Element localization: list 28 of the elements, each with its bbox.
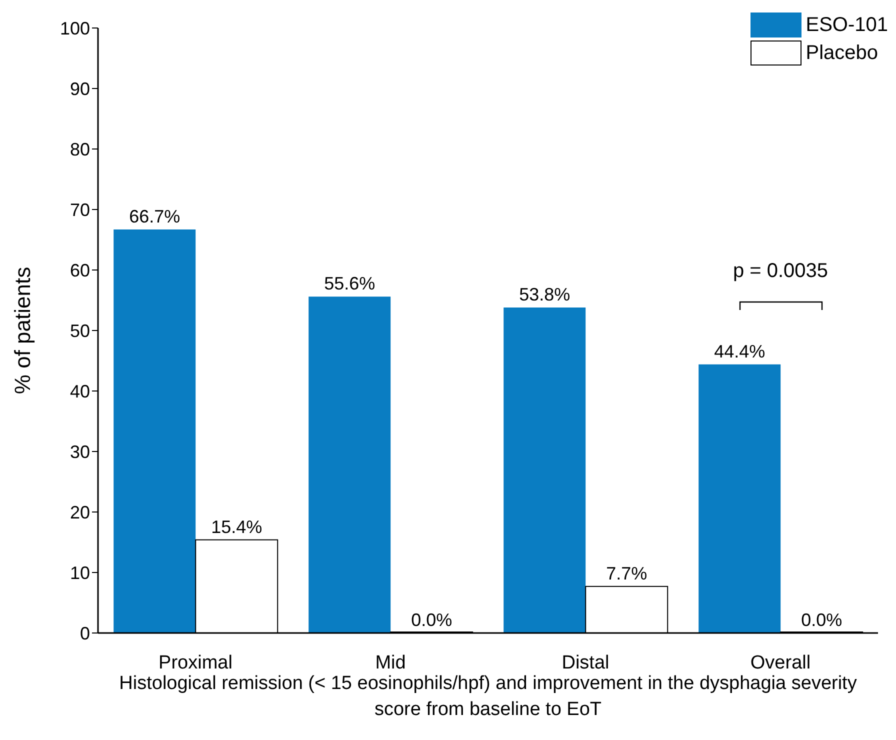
legend-label: Placebo — [806, 42, 878, 64]
x-tick-label: Distal — [562, 652, 610, 674]
y-tick-label: 30 — [70, 442, 90, 462]
x-tick-label: Mid — [375, 652, 406, 674]
data-label: 15.4% — [211, 516, 262, 537]
y-tick-label: 60 — [70, 260, 90, 280]
data-label: 0.0% — [801, 610, 842, 630]
legend-label: ESO-101 — [806, 14, 888, 36]
data-label: 0.0% — [411, 610, 452, 630]
data-label: 55.6% — [324, 274, 376, 294]
x-tick-label: Proximal — [158, 652, 232, 674]
data-label: 44.4% — [714, 341, 766, 362]
y-tick-label: 100 — [60, 18, 90, 38]
x-axis-title: Histological remission (< 15 eosinophils/hpf) and improvement in the dysphagia severity score from baseline to EoT — [118, 672, 858, 722]
data-label: 7.7% — [606, 563, 648, 584]
annotation: p = 0.0035 — [732, 260, 830, 284]
y-tick-label: 10 — [70, 562, 90, 583]
y-tick-label: 0 — [80, 623, 90, 644]
data-label: 53.8% — [519, 284, 570, 305]
y-tick-label: 70 — [70, 200, 90, 220]
x-tick-label: Overall — [750, 652, 811, 674]
y-tick-label: 40 — [70, 381, 90, 402]
y-tick-label: 90 — [70, 78, 90, 99]
y-tick-label: 50 — [70, 320, 90, 341]
y-axis-title: % of patients — [10, 266, 35, 394]
data-label: 66.7% — [129, 206, 180, 226]
y-tick-label: 80 — [70, 139, 90, 160]
y-tick-label: 20 — [70, 502, 90, 522]
